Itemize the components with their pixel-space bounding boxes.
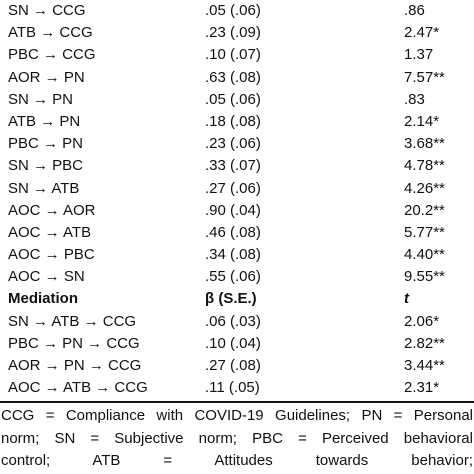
t-cell: .83 [404,90,425,108]
beta-cell: .10 (.07) [205,46,261,64]
beta-cell: .18 (.08) [205,112,261,130]
t-cell: 3.68** [404,135,445,153]
table-row: AOC → ATB → CCG .11 (.05) 2.31* [0,377,474,399]
t-header: t [404,290,409,308]
table-row: SN → CCG .05 (.06) .86 [0,0,474,22]
beta-cell: .10 (.04) [205,334,261,352]
table-row: PBC → PN .23 (.06) 3.68** [0,133,474,155]
table-row: PBC → CCG .10 (.07) 1.37 [0,44,474,66]
mediation-label: Mediation [8,290,78,308]
beta-cell: .27 (.08) [205,357,261,374]
direct-paths: SN → CCG .05 (.06) .86 ATB → CCG .23 (.09) 2.… [0,0,474,288]
t-cell: 4.26** [404,179,445,197]
path-cell: SN → ATB [8,179,80,197]
table-row: SN → ATB .27 (.06) 4.26** [0,178,474,200]
table-row: ATB → PN .18 (.08) 2.14* [0,111,474,133]
note-line: control; ATB = Attitudes towards behavio… [1,452,473,469]
t-cell: .86 [404,2,425,19]
t-cell: 20.2** [404,201,445,219]
table-row: SN → PBC .33 (.07) 4.78** [0,155,474,177]
path-cell: AOR → PN → CCG [8,357,142,374]
t-cell: 1.37 [404,46,434,64]
path-cell: AOC → AOR [8,201,96,219]
path-cell: AOC → ATB [8,223,92,241]
path-cell: ATB → PN [8,112,81,130]
beta-cell: .33 (.07) [205,157,261,175]
path-cell: AOC → ATB → CCG [8,379,148,397]
path-cell: ATB → CCG [8,24,93,42]
path-cell: AOC → SN [8,268,85,286]
beta-cell: .23 (.09) [205,24,261,42]
path-cell: PBC → PN [8,135,84,153]
path-cell: SN → CCG [8,2,86,19]
beta-cell: .90 (.04) [205,201,261,219]
table-note: CCG = Compliance with COVID-19 Guideline… [0,405,474,473]
table-row: AOR → PN → CCG .27 (.08) 3.44** [0,355,474,377]
t-cell: 2.82** [404,334,445,352]
note-line: CCG = Compliance with COVID-19 Guideline… [1,407,473,424]
path-cell: SN → PN [8,90,74,108]
beta-cell: .11 (.05) [205,379,260,397]
mediation-header-row: Mediation β (S.E.) t [0,288,474,310]
t-cell: 4.78** [404,157,445,175]
path-cell: AOR → PN [8,68,85,86]
note-line: norm; SN = Subjective norm; PBC = Percei… [1,429,473,447]
table-row: AOC → AOR .90 (.04) 20.2** [0,200,474,222]
t-cell: 2.31* [404,379,440,397]
t-cell: 3.44** [404,357,445,374]
beta-cell: .05 (.06) [205,2,261,19]
path-cell: AOC → PBC [8,246,95,264]
beta-cell: .05 (.06) [205,90,261,108]
table-bottom-rule [0,401,474,403]
path-cell: PBC → PN → CCG [8,334,140,352]
table-row: SN → ATB → CCG .06 (.03) 2.06* [0,311,474,333]
beta-cell: .55 (.06) [205,268,261,286]
table-row: AOC → ATB .46 (.08) 5.77** [0,222,474,244]
mediation-paths: SN → ATB → CCG .06 (.03) 2.06* PBC → PN → C… [0,311,474,400]
beta-cell: .06 (.03) [205,312,261,330]
t-cell: 4.40** [404,246,445,264]
table-row: AOC → SN .55 (.06) 9.55** [0,266,474,288]
beta-cell: .23 (.06) [205,135,261,153]
t-cell: 7.57** [404,68,445,86]
t-cell: 9.55** [404,268,445,286]
table-row: AOR → PN .63 (.08) 7.57** [0,67,474,89]
table-row: SN → PN .05 (.06) .83 [0,89,474,111]
path-cell: SN → PBC [8,157,84,175]
beta-cell: .34 (.08) [205,246,261,264]
beta-cell: .27 (.06) [205,179,261,197]
table-row: ATB → CCG .23 (.09) 2.47* [0,22,474,44]
t-cell: 2.06* [404,312,440,330]
beta-cell: .46 (.08) [205,223,261,241]
t-cell: 5.77** [404,223,445,241]
path-cell: PBC → CCG [8,46,96,64]
t-cell: 2.14* [404,112,440,130]
beta-se-header: β (S.E.) [205,290,257,308]
path-cell: SN → ATB → CCG [8,312,137,330]
table-row: AOC → PBC .34 (.08) 4.40** [0,244,474,266]
t-cell: 2.47* [404,24,440,42]
beta-cell: .63 (.08) [205,68,261,86]
results-table: SN → CCG .05 (.06) .86 ATB → CCG .23 (.09) 2.… [0,0,474,400]
table-row: PBC → PN → CCG .10 (.04) 2.82** [0,333,474,355]
